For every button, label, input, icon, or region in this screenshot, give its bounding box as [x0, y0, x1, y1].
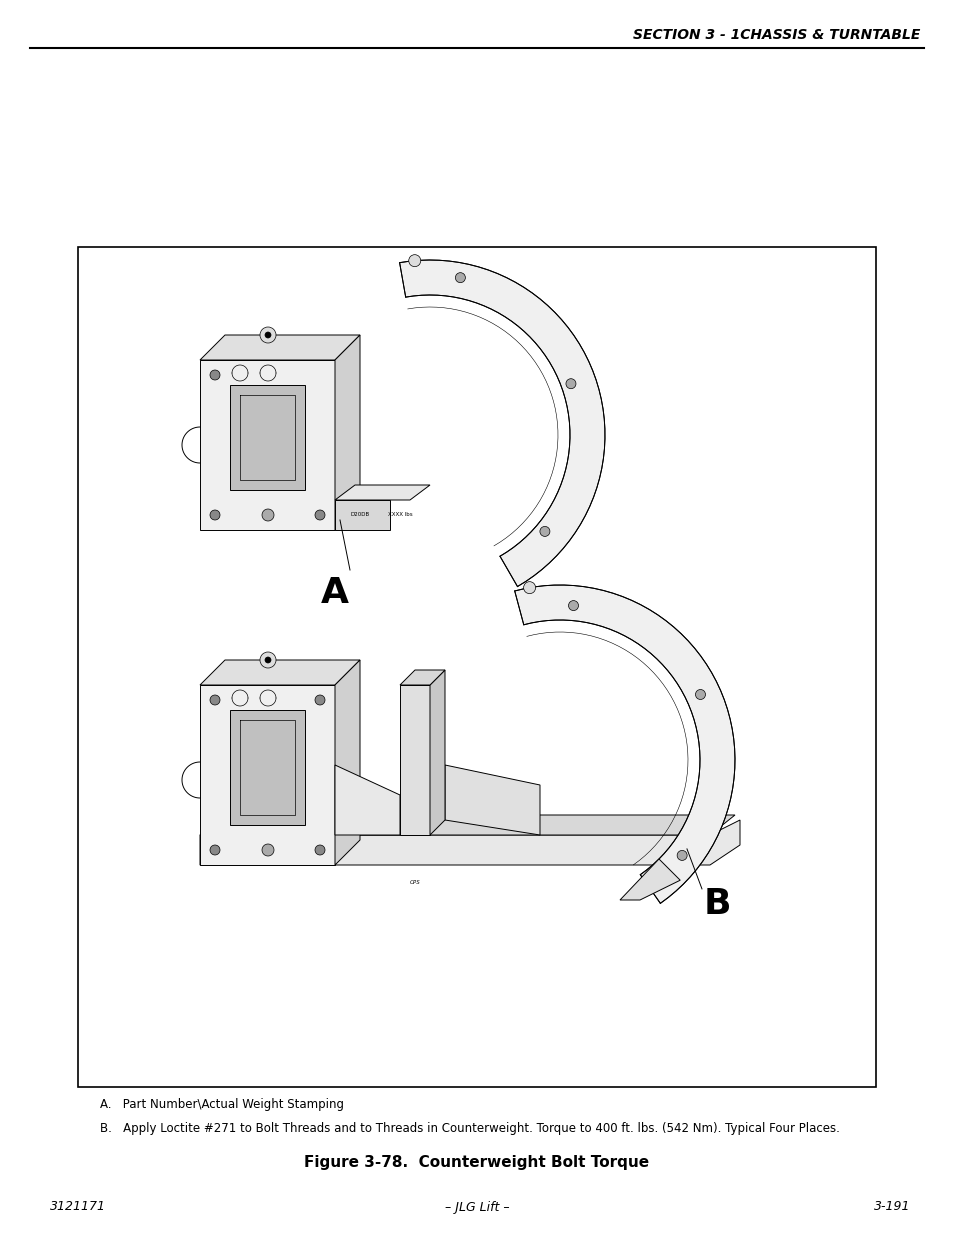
Polygon shape: [399, 685, 430, 835]
Circle shape: [523, 582, 535, 594]
Circle shape: [262, 509, 274, 521]
Text: CPS: CPS: [409, 881, 420, 885]
Circle shape: [210, 845, 220, 855]
Polygon shape: [200, 820, 740, 864]
Circle shape: [314, 510, 325, 520]
Circle shape: [262, 844, 274, 856]
Text: 3121171: 3121171: [50, 1200, 106, 1214]
Polygon shape: [200, 659, 359, 685]
Text: A.   Part Number\Actual Weight Stamping: A. Part Number\Actual Weight Stamping: [100, 1098, 344, 1112]
Circle shape: [565, 379, 576, 389]
Polygon shape: [335, 764, 399, 835]
Circle shape: [265, 332, 271, 338]
Text: SECTION 3 - 1CHASSIS & TURNTABLE: SECTION 3 - 1CHASSIS & TURNTABLE: [632, 28, 919, 42]
Text: XXXX lbs: XXXX lbs: [387, 513, 412, 517]
Text: Figure 3-78.  Counterweight Bolt Torque: Figure 3-78. Counterweight Bolt Torque: [304, 1156, 649, 1171]
Polygon shape: [230, 385, 305, 490]
Circle shape: [260, 327, 275, 343]
Text: – JLG Lift –: – JLG Lift –: [444, 1200, 509, 1214]
Polygon shape: [335, 659, 359, 864]
Circle shape: [677, 851, 686, 861]
Text: B.   Apply Loctite #271 to Bolt Threads and to Threads in Counterweight. Torque : B. Apply Loctite #271 to Bolt Threads an…: [100, 1123, 839, 1135]
Circle shape: [314, 845, 325, 855]
Polygon shape: [444, 764, 539, 835]
Circle shape: [314, 695, 325, 705]
Circle shape: [568, 600, 578, 610]
Polygon shape: [619, 860, 679, 900]
Circle shape: [455, 273, 465, 283]
Polygon shape: [335, 500, 390, 530]
Polygon shape: [200, 335, 359, 359]
Text: A: A: [320, 576, 349, 610]
Polygon shape: [399, 671, 444, 685]
Polygon shape: [399, 261, 604, 587]
Circle shape: [539, 526, 549, 536]
Circle shape: [408, 254, 420, 267]
Circle shape: [210, 370, 220, 380]
Polygon shape: [200, 359, 335, 530]
Polygon shape: [200, 685, 335, 864]
Polygon shape: [335, 485, 430, 500]
Polygon shape: [200, 815, 734, 835]
Text: 3-191: 3-191: [873, 1200, 909, 1214]
Bar: [78, 247, 875, 1087]
Circle shape: [260, 652, 275, 668]
Polygon shape: [335, 335, 359, 530]
Circle shape: [210, 510, 220, 520]
Polygon shape: [230, 710, 305, 825]
Text: B: B: [702, 887, 730, 921]
Polygon shape: [515, 585, 734, 903]
Text: D20DB: D20DB: [350, 513, 369, 517]
Polygon shape: [430, 671, 444, 835]
Circle shape: [210, 695, 220, 705]
Circle shape: [265, 657, 271, 663]
Circle shape: [695, 689, 704, 699]
